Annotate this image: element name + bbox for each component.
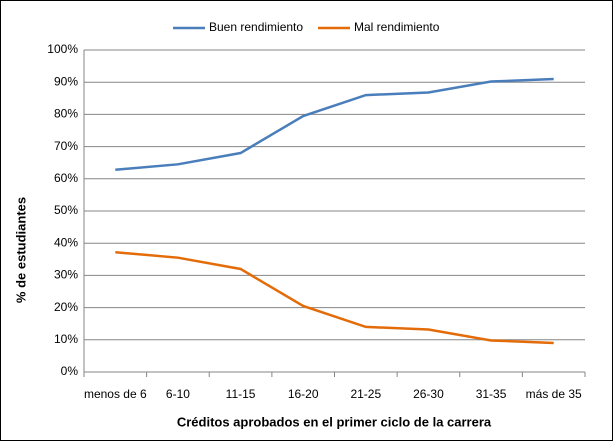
x-tick-label: 26-30 <box>413 387 444 401</box>
x-tick-label: 6-10 <box>166 387 190 401</box>
x-tick-label: 16-20 <box>288 387 319 401</box>
y-tick-label: 60% <box>54 171 78 185</box>
y-axis-title: % de estudiantes <box>13 197 28 303</box>
y-tick-label: 70% <box>54 139 78 153</box>
x-tick-label: 31-35 <box>476 387 507 401</box>
x-tick-label: 21-25 <box>350 387 381 401</box>
y-tick-label: 40% <box>54 235 78 249</box>
legend-label: Buen rendimiento <box>209 20 303 34</box>
y-tick-label: 0% <box>61 364 79 378</box>
y-tick-label: 20% <box>54 300 78 314</box>
y-tick-label: 80% <box>54 107 78 121</box>
x-axis-title: Créditos aprobados en el primer ciclo de… <box>177 414 492 429</box>
x-tick-label: más de 35 <box>526 387 582 401</box>
legend-label: Mal rendimiento <box>354 20 440 34</box>
series-line <box>115 250 554 345</box>
y-tick-label: 100% <box>47 42 78 56</box>
x-tick-label: 11-15 <box>226 387 256 401</box>
x-tick-label: menos de 6 <box>84 387 147 401</box>
y-tick-label: 10% <box>54 332 78 346</box>
y-tick-label: 90% <box>54 74 78 88</box>
y-tick-label: 30% <box>54 268 78 282</box>
series-line <box>115 77 554 172</box>
y-tick-label: 50% <box>54 203 78 217</box>
